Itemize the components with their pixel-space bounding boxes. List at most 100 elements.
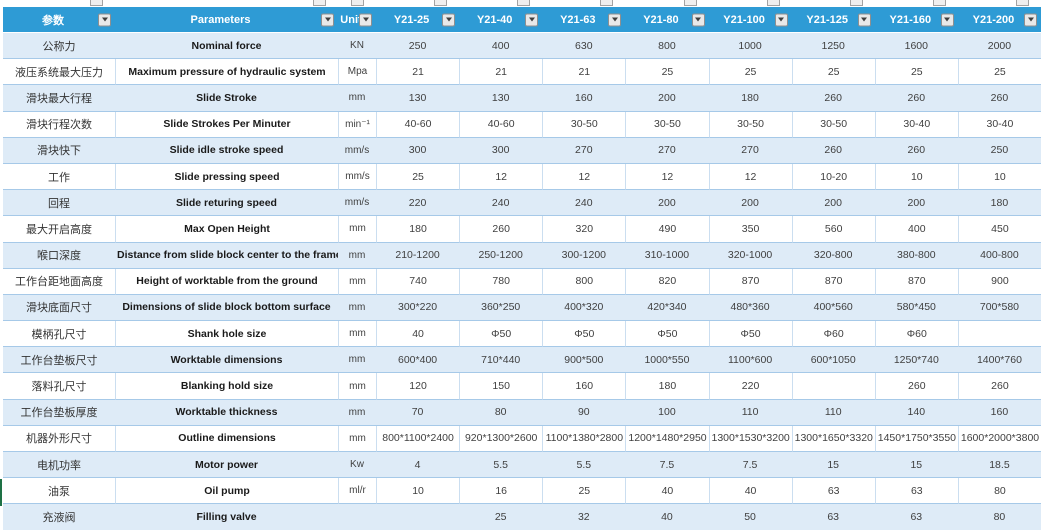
column-header-y21-40[interactable]: Y21-40 (459, 0, 543, 33)
value-cell[interactable]: 16 (459, 478, 543, 505)
value-cell[interactable]: 100 (625, 399, 709, 426)
param-name-en-cell[interactable]: Slide Stroke (115, 85, 338, 112)
value-cell[interactable]: 63 (874, 478, 958, 505)
value-cell[interactable]: 260 (874, 137, 958, 164)
param-name-cn-cell[interactable]: 工作台垫板厚度 (3, 399, 115, 426)
value-cell[interactable]: 600*1050 (791, 347, 875, 374)
value-cell[interactable]: 380-800 (874, 242, 958, 269)
unit-cell[interactable]: min⁻¹ (338, 111, 376, 138)
unit-cell[interactable]: mm (338, 268, 376, 295)
value-cell[interactable]: 200 (625, 190, 709, 217)
value-cell[interactable]: 920*1300*2600 (459, 425, 543, 452)
param-name-en-cell[interactable]: Max Open Height (115, 216, 338, 243)
value-cell[interactable]: 12 (625, 163, 709, 191)
value-cell[interactable]: 180 (376, 216, 460, 243)
value-cell[interactable]: 800 (542, 268, 626, 295)
value-cell[interactable]: 350 (708, 216, 792, 243)
unit-cell[interactable]: KN (338, 33, 376, 60)
value-cell[interactable]: 200 (874, 190, 958, 217)
unit-cell[interactable]: mm/s (338, 137, 376, 164)
value-cell[interactable]: 25 (708, 59, 792, 86)
value-cell[interactable]: 1100*600 (708, 347, 792, 374)
param-name-en-cell[interactable]: Maximum pressure of hydraulic system (115, 59, 338, 86)
value-cell[interactable]: 80 (957, 478, 1041, 505)
param-name-en-cell[interactable]: Height of worktable from the ground (115, 268, 338, 295)
value-cell[interactable]: 740 (376, 268, 460, 295)
unit-cell[interactable]: mm (338, 373, 376, 400)
param-name-en-cell[interactable]: Blanking hold size (115, 373, 338, 400)
value-cell[interactable]: 30-50 (625, 111, 709, 138)
param-name-en-cell[interactable]: Oil pump (115, 478, 338, 505)
unit-cell[interactable]: mm (338, 216, 376, 243)
unit-cell[interactable]: Mpa (338, 59, 376, 86)
value-cell[interactable]: 40 (625, 478, 709, 505)
value-cell[interactable]: Φ50 (542, 321, 626, 348)
param-name-en-cell[interactable]: Dimensions of slide block bottom surface (115, 294, 338, 322)
value-cell[interactable]: 110 (791, 399, 875, 426)
filter-dropdown-icon[interactable] (321, 13, 334, 26)
filter-dropdown-icon[interactable] (774, 13, 788, 26)
value-cell[interactable]: Φ50 (459, 321, 543, 348)
value-cell[interactable]: 300*220 (376, 294, 460, 322)
param-name-cn-cell[interactable]: 回程 (3, 190, 115, 217)
value-cell[interactable]: 160 (542, 85, 626, 112)
value-cell[interactable]: 40 (625, 504, 709, 530)
value-cell[interactable]: 21 (376, 59, 460, 86)
unit-cell[interactable]: mm (338, 242, 376, 269)
value-cell[interactable]: 490 (625, 216, 709, 243)
filter-dropdown-icon[interactable] (608, 13, 622, 26)
value-cell[interactable]: 90 (542, 399, 626, 426)
value-cell[interactable]: 1000 (708, 33, 792, 60)
value-cell[interactable]: 10 (957, 163, 1041, 191)
value-cell[interactable]: Φ50 (708, 321, 792, 348)
unit-cell[interactable]: mm/s (338, 163, 376, 191)
param-name-en-cell[interactable]: Slide Strokes Per Minuter (115, 111, 338, 138)
value-cell[interactable]: 140 (874, 399, 958, 426)
value-cell[interactable]: 1000*550 (625, 347, 709, 374)
value-cell[interactable]: 260 (459, 216, 543, 243)
value-cell[interactable]: 820 (625, 268, 709, 295)
value-cell[interactable]: 260 (874, 85, 958, 112)
value-cell[interactable]: 870 (874, 268, 958, 295)
value-cell[interactable]: 400*560 (791, 294, 875, 322)
param-name-cn-cell[interactable]: 滑块行程次数 (3, 111, 115, 138)
value-cell[interactable]: 25 (542, 478, 626, 505)
param-name-cn-cell[interactable]: 公称力 (3, 33, 115, 60)
value-cell[interactable]: Φ60 (791, 321, 875, 348)
value-cell[interactable]: 240 (459, 190, 543, 217)
param-name-cn-cell[interactable]: 落料孔尺寸 (3, 373, 115, 400)
value-cell[interactable]: Φ60 (874, 321, 958, 348)
filter-dropdown-icon[interactable] (442, 13, 456, 26)
value-cell[interactable]: 260 (791, 85, 875, 112)
column-header-y21-63[interactable]: Y21-63 (542, 0, 626, 33)
value-cell[interactable]: 200 (708, 190, 792, 217)
value-cell[interactable]: 260 (791, 137, 875, 164)
column-header-unit[interactable]: Unit (338, 0, 376, 33)
value-cell[interactable]: 630 (542, 33, 626, 60)
param-name-cn-cell[interactable]: 滑块底面尺寸 (3, 294, 115, 322)
value-cell[interactable]: 12 (542, 163, 626, 191)
value-cell[interactable]: 18.5 (957, 452, 1041, 479)
value-cell[interactable]: 200 (791, 190, 875, 217)
value-cell[interactable]: 600*400 (376, 347, 460, 374)
filter-dropdown-icon[interactable] (525, 13, 539, 26)
param-name-en-cell[interactable]: Slide idle stroke speed (115, 137, 338, 164)
value-cell[interactable]: 2000 (957, 33, 1041, 60)
filter-dropdown-icon[interactable] (359, 13, 372, 26)
value-cell[interactable]: 120 (376, 373, 460, 400)
param-name-en-cell[interactable]: Distance from slide block center to the … (115, 242, 338, 269)
param-name-cn-cell[interactable]: 油泵 (3, 478, 115, 505)
unit-cell[interactable]: Kw (338, 452, 376, 479)
param-name-cn-cell[interactable]: 最大开启高度 (3, 216, 115, 243)
value-cell[interactable]: 50 (708, 504, 792, 530)
value-cell[interactable]: 21 (542, 59, 626, 86)
value-cell[interactable]: 300 (376, 137, 460, 164)
value-cell[interactable]: 300-1200 (542, 242, 626, 269)
value-cell[interactable]: 1400*760 (957, 347, 1041, 374)
value-cell[interactable]: 30-50 (542, 111, 626, 138)
value-cell[interactable]: 200 (625, 85, 709, 112)
value-cell[interactable]: 21 (459, 59, 543, 86)
value-cell[interactable]: 10-20 (791, 163, 875, 191)
value-cell[interactable]: 12 (459, 163, 543, 191)
value-cell[interactable]: 5.5 (459, 452, 543, 479)
